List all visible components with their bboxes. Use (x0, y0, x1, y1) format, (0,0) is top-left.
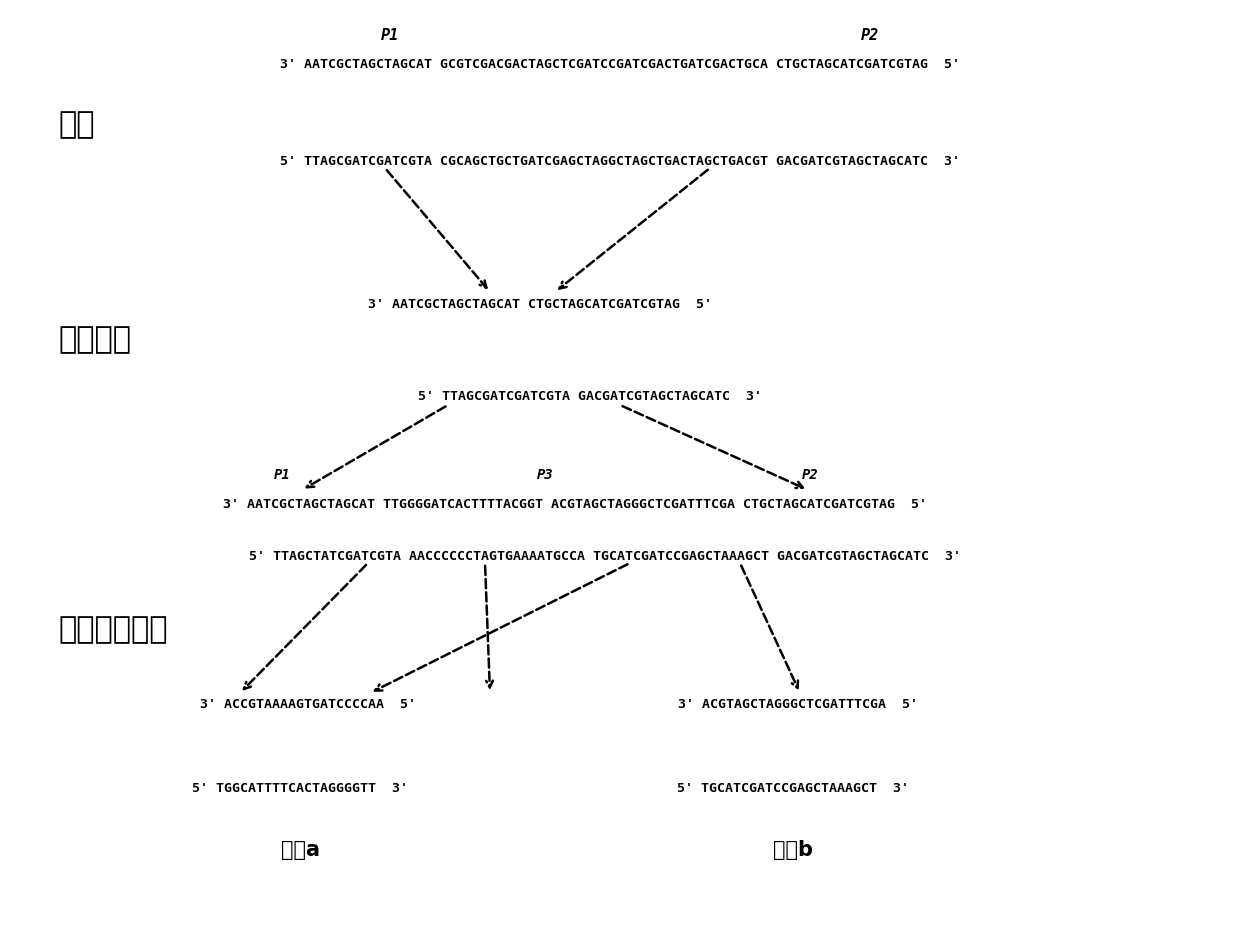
Text: 片段b: 片段b (773, 840, 813, 860)
Text: P2: P2 (801, 468, 818, 482)
Text: 5' TTAGCGATCGATCGTA GACGATCGTAGCTAGCATC  3': 5' TTAGCGATCGATCGTA GACGATCGTAGCTAGCATC … (418, 390, 763, 403)
Text: 3' ACGTAGCTAGGGCTCGATTTCGA  5': 3' ACGTAGCTAGGGCTCGATTTCGA 5' (678, 698, 918, 711)
Text: 发生断裂: 发生断裂 (58, 325, 131, 354)
Text: 5' TTAGCGATCGATCGTA CGCAGCTGCTGATCGAGCTAGGCTAGCTGACTAGCTGACGT GACGATCGTAGCTAGCAT: 5' TTAGCGATCGATCGTA CGCAGCTGCTGATCGAGCTA… (280, 155, 960, 168)
Text: P1: P1 (381, 28, 399, 43)
Text: 片段a: 片段a (280, 840, 320, 860)
Text: 3' ACCGTAAAAGTGATCCCCAA  5': 3' ACCGTAAAAGTGATCCCCAA 5' (200, 698, 415, 711)
Text: 3' AATCGCTAGCTAGCAT CTGCTAGCATCGATCGTAG  5': 3' AATCGCTAGCTAGCAT CTGCTAGCATCGATCGTAG … (368, 298, 712, 311)
Text: P1: P1 (274, 468, 290, 482)
Text: 5' TGCATCGATCCGAGCTAAAGCT  3': 5' TGCATCGATCCGAGCTAAAGCT 3' (677, 782, 909, 795)
Text: 进行修复填充: 进行修复填充 (58, 615, 167, 644)
Text: 3' AATCGCTAGCTAGCAT TTGGGGATCACTTTTACGGT ACGTAGCTAGGGCTCGATTTCGA CTGCTAGCATCGATC: 3' AATCGCTAGCTAGCAT TTGGGGATCACTTTTACGGT… (223, 498, 928, 511)
Text: 正常: 正常 (58, 110, 94, 139)
Text: P2: P2 (861, 28, 879, 43)
Text: P3: P3 (537, 468, 553, 482)
Text: 5' TTAGCTATCGATCGTA AACCCCCCTAGTGAAAATGCCA TGCATCGATCCGAGCTAAAGCT GACGATCGTAGCTA: 5' TTAGCTATCGATCGTA AACCCCCCTAGTGAAAATGC… (249, 550, 961, 563)
Text: 5' TGGCATTTTCACTAGGGGTT  3': 5' TGGCATTTTCACTAGGGGTT 3' (192, 782, 408, 795)
Text: 3' AATCGCTAGCTAGCAT GCGTCGACGACTAGCTCGATCCGATCGACTGATCGACTGCA CTGCTAGCATCGATCGTA: 3' AATCGCTAGCTAGCAT GCGTCGACGACTAGCTCGAT… (280, 58, 960, 71)
